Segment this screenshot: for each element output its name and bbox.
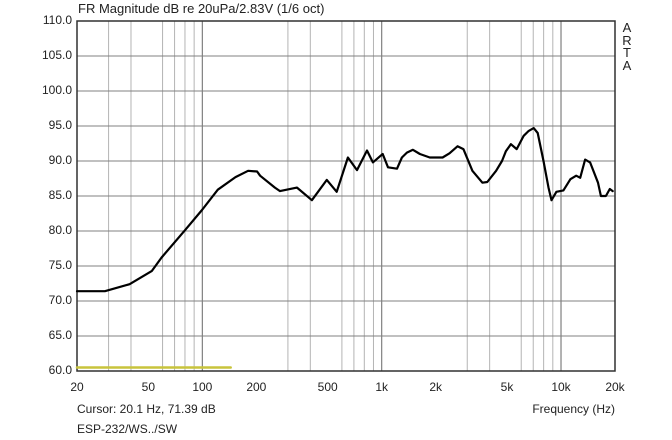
y-tick-label: 80.0	[48, 223, 72, 237]
y-tick-label: 105.0	[41, 48, 72, 62]
x-tick-label: 200	[246, 380, 267, 394]
x-tick-label: 1k	[375, 380, 389, 394]
y-tick-label: 90.0	[48, 153, 72, 167]
x-tick-label: 2k	[429, 380, 442, 394]
arta-brand-label: A R T A	[622, 20, 632, 73]
x-tick-label: 20	[70, 380, 84, 394]
x-tick-label: 500	[317, 380, 338, 394]
x-tick-label: 100	[192, 380, 213, 394]
chart-title: FR Magnitude dB re 20uPa/2.83V (1/6 oct)	[78, 1, 325, 16]
y-tick-label: 110.0	[42, 13, 72, 27]
x-axis-title: Frequency (Hz)	[532, 402, 615, 416]
x-tick-label: 10k	[551, 380, 571, 394]
series-legend: ESP-232/WS../SW	[77, 422, 178, 436]
y-tick-label: 60.0	[48, 363, 72, 377]
cursor-readout: Cursor: 20.1 Hz, 71.39 dB	[77, 402, 216, 416]
y-tick-label: 65.0	[48, 328, 72, 342]
plot-frame	[76, 20, 616, 372]
x-tick-label: 50	[141, 380, 156, 394]
y-tick-label: 95.0	[48, 118, 72, 132]
frequency-response-curve	[75, 127, 614, 293]
y-tick-label: 70.0	[48, 293, 72, 307]
x-tick-label: 20k	[605, 380, 625, 394]
y-tick-label: 100.0	[41, 83, 72, 97]
y-tick-label: 75.0	[48, 258, 72, 272]
y-tick-label: 85.0	[48, 188, 72, 202]
x-tick-label: 5k	[500, 380, 514, 394]
